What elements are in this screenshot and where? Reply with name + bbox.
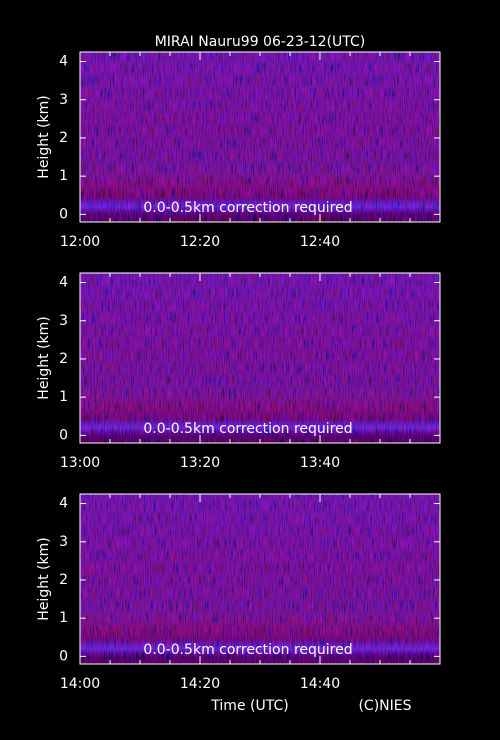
annotation: 0.0-0.5km correction required	[143, 642, 352, 658]
credit: (C)NIES	[358, 698, 411, 714]
y-tick-label: 1	[59, 168, 68, 184]
chart-title: MIRAI Nauru99 06-23-12(UTC)	[155, 34, 366, 50]
y-tick-label: 0	[59, 206, 68, 222]
y-tick-label: 0	[59, 427, 68, 443]
x-tick-label: 14:00	[60, 676, 100, 692]
x-tick-label: 13:00	[60, 455, 100, 471]
y-tick-label: 2	[59, 572, 68, 588]
lidar-noise	[80, 52, 440, 222]
y-axis-label: Height (km)	[36, 95, 52, 178]
x-axis-label: Time (UTC)	[210, 698, 288, 714]
y-tick-label: 0	[59, 648, 68, 664]
x-tick-label: 12:20	[180, 234, 220, 250]
y-axis-label: Height (km)	[36, 316, 52, 399]
y-axis-label: Height (km)	[36, 537, 52, 620]
x-tick-label: 13:40	[300, 455, 340, 471]
y-tick-label: 4	[59, 496, 68, 512]
y-tick-label: 3	[59, 313, 68, 329]
x-tick-label: 12:00	[60, 234, 100, 250]
y-tick-label: 2	[59, 130, 68, 146]
y-tick-label: 3	[59, 534, 68, 550]
y-tick-label: 2	[59, 351, 68, 367]
y-tick-label: 1	[59, 389, 68, 405]
annotation: 0.0-0.5km correction required	[143, 200, 352, 216]
y-tick-label: 4	[59, 275, 68, 291]
annotation: 0.0-0.5km correction required	[143, 421, 352, 437]
x-tick-label: 12:40	[300, 234, 340, 250]
x-tick-label: 14:20	[180, 676, 220, 692]
x-tick-label: 13:20	[180, 455, 220, 471]
y-tick-label: 1	[59, 610, 68, 626]
y-tick-label: 4	[59, 54, 68, 70]
lidar-noise	[80, 273, 440, 443]
y-tick-label: 3	[59, 92, 68, 108]
x-tick-label: 14:40	[300, 676, 340, 692]
lidar-noise	[80, 494, 440, 664]
